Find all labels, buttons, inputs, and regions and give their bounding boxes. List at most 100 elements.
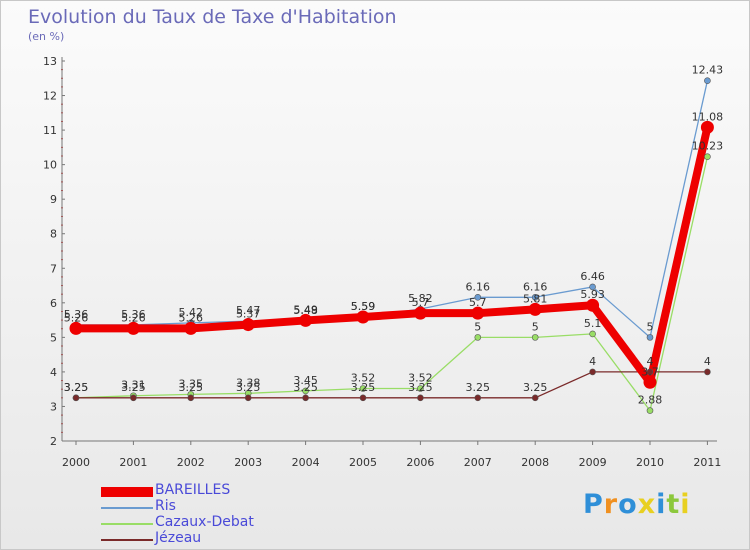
data-point xyxy=(589,330,596,338)
data-label: 3.31 xyxy=(121,379,146,392)
data-label: 3.52 xyxy=(408,371,433,384)
data-label: 6.16 xyxy=(466,280,491,293)
logo-letter: i xyxy=(656,489,667,520)
legend-swatch-jezeau xyxy=(101,539,153,541)
data-label: 3.25 xyxy=(121,381,146,394)
series-lines xyxy=(72,80,712,412)
legend-swatch-bareilles xyxy=(101,487,153,497)
y-tick-label: 2 xyxy=(50,435,57,448)
data-point xyxy=(704,77,711,84)
data-label: 5.26 xyxy=(179,311,204,324)
data-label: 5.59 xyxy=(351,300,376,313)
logo-letter: t xyxy=(666,489,681,520)
legend-label-ris: Ris xyxy=(155,498,176,514)
x-tick-label: 2011 xyxy=(693,456,721,469)
data-label: 5.26 xyxy=(121,311,146,324)
data-point xyxy=(302,394,309,402)
data-label: 5.42 xyxy=(179,306,204,319)
data-point xyxy=(417,385,424,392)
y-tick-label: 6 xyxy=(50,297,57,310)
x-tick-label: 2000 xyxy=(62,456,90,469)
axes: 2 3 4 5 6 7 8 9 10 11 12 13 2000 2001 2002 2003 2004 2005… xyxy=(43,55,721,469)
data-point xyxy=(244,394,252,402)
x-tick-label: 2007 xyxy=(464,456,492,469)
legend-label-cazaux-debat: Cazaux-Debat xyxy=(155,514,254,530)
data-label: 3.25 xyxy=(523,381,548,394)
x-tick-label: 2008 xyxy=(521,456,549,469)
data-point xyxy=(299,313,313,327)
y-tick-label: 10 xyxy=(43,159,57,172)
series-line-ris xyxy=(75,80,709,339)
logo-letter: i xyxy=(680,489,691,520)
legend-swatch-cazaux-debat xyxy=(101,523,153,525)
data-label: 6.46 xyxy=(580,270,605,283)
data-label: 4 xyxy=(704,355,711,368)
series-line-bareilles xyxy=(72,123,712,387)
data-label: 5.26 xyxy=(64,311,89,324)
data-label: 5.48 xyxy=(293,304,318,317)
data-point xyxy=(528,302,542,316)
y-tick-label: 7 xyxy=(50,262,57,275)
data-label: 11.08 xyxy=(692,110,724,123)
data-label: 5.81 xyxy=(523,292,548,305)
legend-label-bareilles: BAREILLES xyxy=(155,482,231,498)
data-point xyxy=(126,321,140,335)
data-label: 5.36 xyxy=(64,308,89,321)
data-label: 5 xyxy=(647,320,654,333)
x-tick-label: 2005 xyxy=(349,456,377,469)
series-points xyxy=(69,77,714,414)
data-label: 5.82 xyxy=(408,292,433,305)
x-tick-label: 2001 xyxy=(119,456,147,469)
data-label: 4 xyxy=(589,355,596,368)
data-label: 12.43 xyxy=(692,64,724,77)
data-point xyxy=(589,368,596,376)
data-label: 3.35 xyxy=(179,377,204,390)
data-point xyxy=(646,334,654,341)
data-label: 3.45 xyxy=(293,374,318,387)
data-label: 5.37 xyxy=(236,308,261,321)
data-label: 5 xyxy=(532,320,539,333)
data-label: 3.25 xyxy=(351,381,376,394)
data-label: 3.25 xyxy=(236,381,261,394)
data-point xyxy=(359,394,367,402)
y-tick-label: 4 xyxy=(50,366,57,379)
x-tick-label: 2009 xyxy=(579,456,607,469)
data-point xyxy=(72,394,80,402)
data-point xyxy=(69,321,83,335)
data-label: 5.7 xyxy=(412,296,430,309)
data-label: 3.25 xyxy=(64,381,89,394)
data-point xyxy=(646,368,654,376)
data-label: 3.52 xyxy=(351,371,376,384)
x-tick-label: 2006 xyxy=(406,456,434,469)
data-point xyxy=(589,283,596,291)
y-tick-label: 3 xyxy=(50,400,57,413)
data-point xyxy=(643,375,657,389)
data-point xyxy=(531,334,539,341)
data-label: 4 xyxy=(647,355,654,368)
data-label: 5.59 xyxy=(351,300,376,313)
series-line-cazaux-debat xyxy=(75,156,709,412)
data-label: 5 xyxy=(474,320,481,333)
data-point xyxy=(417,394,424,402)
x-tick-label: 2003 xyxy=(234,456,262,469)
data-label: 3.25 xyxy=(64,381,89,394)
data-point xyxy=(474,394,482,402)
x-tick-label: 2004 xyxy=(292,456,320,469)
data-point xyxy=(184,321,198,335)
data-point xyxy=(359,385,367,392)
data-label: 5.36 xyxy=(121,308,146,321)
data-label: 2.88 xyxy=(638,394,663,407)
data-point xyxy=(187,394,195,402)
data-point xyxy=(474,334,482,341)
y-tick-label: 8 xyxy=(50,228,57,241)
x-tick-label: 2002 xyxy=(177,456,205,469)
data-point xyxy=(586,298,600,312)
y-axis-unit-label: (en %) xyxy=(28,30,65,43)
data-label: 6.16 xyxy=(523,280,548,293)
data-point xyxy=(241,318,255,332)
data-point xyxy=(646,407,654,414)
data-label: 5.93 xyxy=(580,288,605,301)
y-tick-label: 12 xyxy=(43,90,57,103)
